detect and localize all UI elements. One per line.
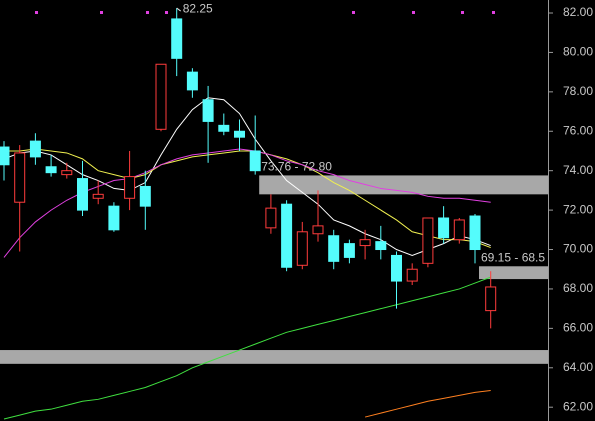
candle-body: [155, 63, 167, 130]
y-tick-label: 82.00: [563, 5, 593, 19]
candle-body: [45, 166, 57, 174]
y-tick-label: 62.00: [563, 399, 593, 413]
candle-body: [265, 207, 277, 229]
price-zone: [479, 266, 548, 280]
candle-body: [139, 185, 151, 207]
top-markers: [35, 11, 495, 14]
y-tick-label: 76.00: [563, 123, 593, 137]
y-tick-label: 74.00: [563, 163, 593, 177]
candle-body: [61, 170, 73, 176]
candle-body: [171, 18, 183, 59]
zone-label: 73.76 - 72.80: [261, 160, 332, 174]
zone-label: 69.15 - 68.5: [481, 250, 545, 264]
y-tick-label: 66.00: [563, 321, 593, 335]
candle-body: [406, 268, 418, 282]
y-tick-label: 68.00: [563, 281, 593, 295]
y-tick-label: 78.00: [563, 84, 593, 98]
candle-body: [296, 231, 308, 266]
y-tick-label: 70.00: [563, 242, 593, 256]
candle-body: [375, 241, 387, 251]
candle-body: [14, 152, 26, 203]
candle-body: [343, 243, 355, 258]
ma-line: [3, 276, 491, 420]
candle-body: [234, 130, 245, 138]
candle-body: [422, 217, 434, 264]
candle-body: [485, 286, 497, 312]
y-tick-label: 64.00: [563, 360, 593, 374]
candle-body: [391, 254, 402, 282]
ma-line: [3, 97, 491, 256]
y-tick-label: 80.00: [563, 45, 593, 59]
candle-body: [469, 215, 481, 251]
candle-body: [328, 235, 340, 262]
candle-body: [77, 178, 88, 211]
candle-body: [218, 124, 230, 132]
candle-body: [312, 225, 324, 235]
candle-body: [281, 203, 293, 268]
candle-body: [202, 99, 214, 122]
candle-body: [453, 219, 465, 241]
price-zone: [259, 175, 548, 195]
peak-label: 82.25: [183, 1, 213, 15]
candle-body: [0, 146, 10, 166]
price-zone: [0, 350, 548, 364]
candle-body: [29, 140, 41, 158]
candle-body: [108, 205, 120, 231]
candle-body: [124, 176, 136, 199]
candle-body: [359, 239, 371, 247]
candle-body: [186, 71, 198, 91]
ma-line: [364, 389, 491, 418]
candle-body: [438, 217, 450, 239]
peak-pointer: [176, 7, 181, 12]
y-tick-label: 72.00: [563, 202, 593, 216]
ma-line: [4, 148, 491, 249]
candle-body: [249, 150, 261, 172]
candle-body: [92, 193, 104, 199]
